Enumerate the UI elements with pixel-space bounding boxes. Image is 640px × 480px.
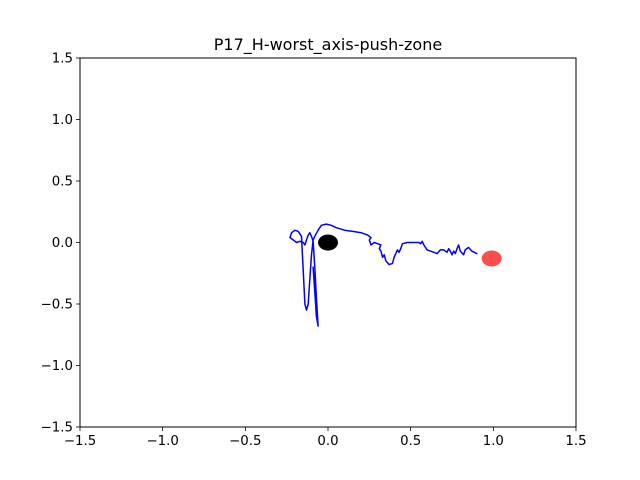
plot-area — [289, 223, 502, 327]
y-tick-label: 0.0 — [52, 236, 73, 251]
trajectory-line-0 — [289, 223, 478, 327]
x-tick-label: 1.5 — [565, 434, 586, 449]
y-tick-label: 1.0 — [52, 113, 73, 128]
y-axis-ticks: −1.5 −1.0 −0.5 0.0 0.5 1.0 1.5 — [41, 52, 80, 436]
x-tick-label: −1.0 — [146, 434, 178, 449]
x-tick-label: −1.5 — [64, 434, 96, 449]
x-tick-label: −0.5 — [229, 434, 261, 449]
chart-title: P17_H-worst_axis-push-zone — [214, 35, 442, 55]
x-tick-label: 0.0 — [317, 434, 338, 449]
y-tick-label: −0.5 — [41, 298, 73, 313]
y-tick-label: −1.0 — [41, 359, 73, 374]
y-tick-label: −1.5 — [41, 421, 73, 436]
axes-frame — [79, 57, 577, 428]
x-tick-label: 1.0 — [483, 434, 504, 449]
x-axis-ticks: −1.5 −1.0 −0.5 0.0 0.5 1.0 1.5 — [64, 427, 587, 449]
start-point-marker — [318, 234, 338, 251]
target-point-marker — [481, 250, 502, 267]
y-tick-label: 1.5 — [52, 52, 73, 67]
y-tick-label: 0.5 — [52, 175, 73, 190]
x-tick-label: 0.5 — [400, 434, 421, 449]
